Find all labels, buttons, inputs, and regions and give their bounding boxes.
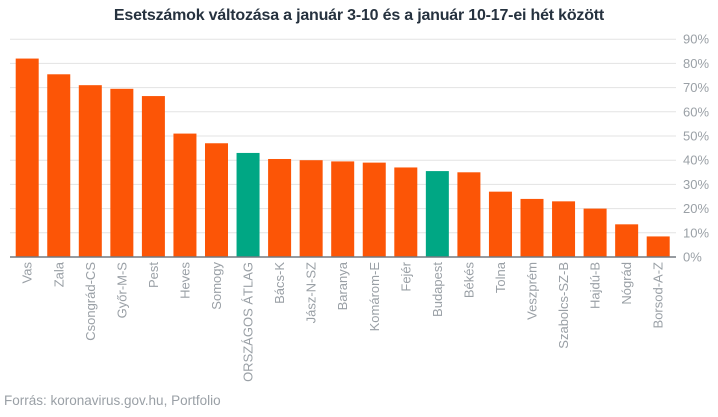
x-axis-label-Tolna: Tolna xyxy=(493,261,508,293)
x-axis-label-Fejér: Fejér xyxy=(398,261,413,291)
bar-Veszprém xyxy=(520,198,544,257)
bar-Nógrád xyxy=(615,224,639,257)
bar-Budapest xyxy=(425,171,449,257)
x-axis-label-Veszprém: Veszprém xyxy=(525,262,540,320)
source-caption: Forrás: koronavirus.gov.hu, Portfolio xyxy=(4,393,221,408)
bar-Somogy xyxy=(205,143,228,257)
x-axis-label-ORSZÁGOS ÁTLAG: ORSZÁGOS ÁTLAG xyxy=(241,262,256,382)
bar-Hajdú-B xyxy=(583,208,607,257)
x-axis-label-Heves: Heves xyxy=(177,262,192,299)
bar-Vas xyxy=(15,58,39,258)
x-axis-label-Hajdú-B: Hajdú-B xyxy=(588,262,603,309)
bar-Fejér xyxy=(394,167,418,257)
bar-Pest xyxy=(141,96,165,257)
bar-Csongrád-CS xyxy=(78,85,102,258)
x-axis-label-Bács-K: Bács-K xyxy=(272,262,287,304)
bar-Komárom-E xyxy=(362,162,386,257)
y-axis-label-60: 60% xyxy=(683,104,709,119)
x-axis-label-Vas: Vas xyxy=(20,262,35,284)
x-axis-label-Szabolcs-SZ-B: Szabolcs-SZ-B xyxy=(556,262,571,349)
y-axis-label-80: 80% xyxy=(683,56,709,71)
x-axis-label-Nógrád: Nógrád xyxy=(619,262,634,305)
bar-Tolna xyxy=(488,191,512,257)
x-axis-label-Somogy: Somogy xyxy=(209,262,224,310)
bar-Szabolcs-SZ-B xyxy=(552,201,576,257)
bar-Békés xyxy=(457,172,481,257)
y-axis-label-10: 10% xyxy=(683,225,709,240)
x-axis-label-Pest: Pest xyxy=(146,262,161,288)
y-axis-label-0: 0% xyxy=(683,250,702,265)
bar-Baranya xyxy=(331,161,355,257)
y-axis-label-30: 30% xyxy=(683,177,709,192)
y-axis-label-40: 40% xyxy=(683,153,709,168)
bar-Heves xyxy=(173,133,197,257)
x-axis-label-Baranya: Baranya xyxy=(335,261,350,310)
y-axis-label-70: 70% xyxy=(683,80,709,95)
bar-Borsod-A-Z xyxy=(646,236,670,257)
bar-Bács-K xyxy=(268,158,292,257)
x-axis-label-Komárom-E: Komárom-E xyxy=(367,262,382,332)
bar-Győr-M-S xyxy=(110,88,134,257)
bar-Zala xyxy=(47,74,71,257)
bar-Jász-N-SZ xyxy=(299,160,323,257)
x-axis-label-Budapest: Budapest xyxy=(430,262,445,317)
x-axis-label-Jász-N-SZ: Jász-N-SZ xyxy=(304,262,319,323)
x-axis-label-Győr-M-S: Győr-M-S xyxy=(114,262,129,319)
y-axis-label-20: 20% xyxy=(683,201,709,216)
x-axis-label-Borsod-A-Z: Borsod-A-Z xyxy=(651,262,666,329)
chart-title: Esetszámok változása a január 3-10 és a … xyxy=(113,7,605,24)
x-axis-label-Békés: Békés xyxy=(461,262,476,299)
y-axis-label-50: 50% xyxy=(683,129,709,144)
x-axis-label-Zala: Zala xyxy=(51,261,66,287)
x-axis-label-Csongrád-CS: Csongrád-CS xyxy=(83,262,98,341)
y-axis-label-90: 90% xyxy=(683,32,709,47)
bar-ORSZÁGOS ÁTLAG xyxy=(236,152,260,257)
